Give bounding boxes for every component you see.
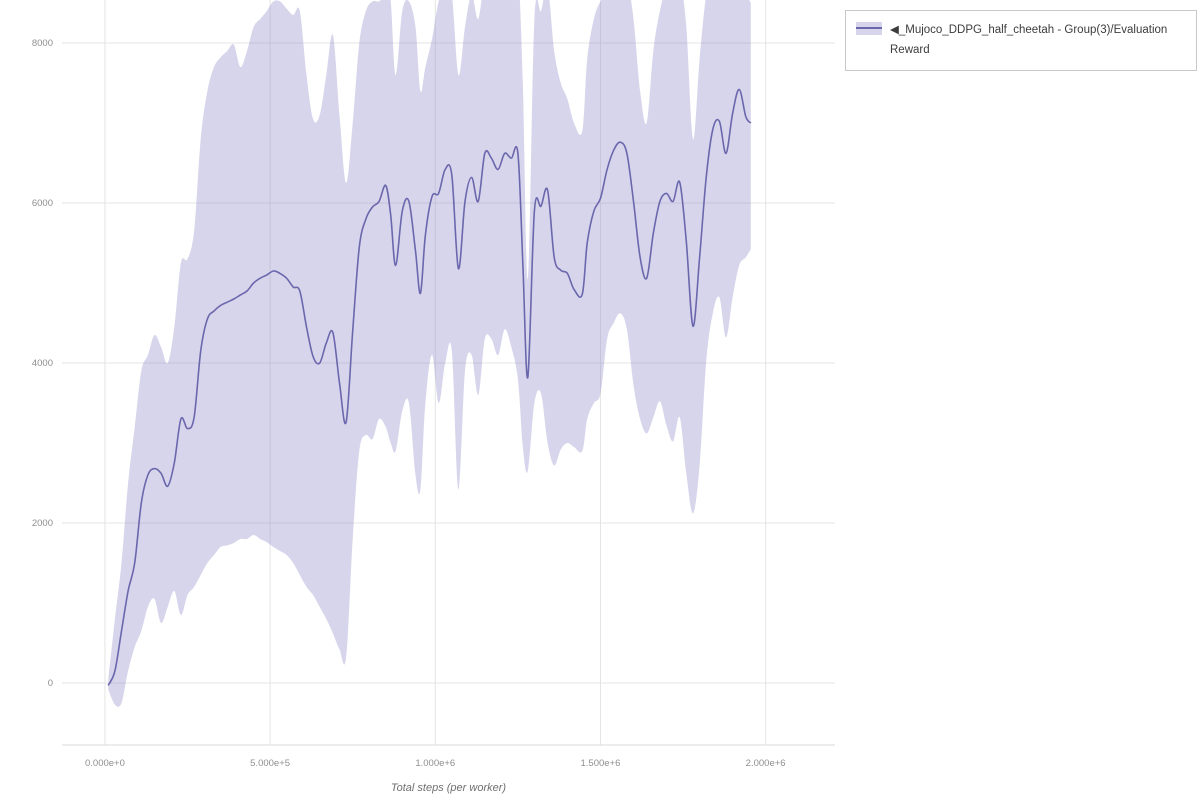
x-tick-label: 1.000e+6 bbox=[415, 758, 455, 769]
x-tick-label: 5.000e+5 bbox=[250, 758, 290, 769]
legend-label: ◀_Mujoco_DDPG_half_cheetah - Group(3)/Ev… bbox=[890, 24, 1168, 57]
y-tick-label: 8000 bbox=[32, 38, 53, 49]
y-tick-label: 0 bbox=[48, 678, 53, 689]
x-axis-label: Total steps (per worker) bbox=[390, 782, 507, 794]
y-tick-label: 2000 bbox=[32, 518, 53, 529]
x-tick-label: 2.000e+6 bbox=[746, 758, 786, 769]
legend-swatch bbox=[856, 22, 882, 35]
legend-swatch-line-icon bbox=[856, 27, 882, 29]
series-line[interactable] bbox=[107, 88, 752, 686]
confidence-band bbox=[108, 0, 751, 707]
plot-area[interactable]: 0.000e+0 5.000e+5 1.000e+6 1.500e+6 2.000e+6… bbox=[0, 0, 850, 780]
legend[interactable]: ◀_Mujoco_DDPG_half_cheetah - Group(3)/Ev… bbox=[845, 10, 1197, 72]
x-tick-label: 1.500e+6 bbox=[581, 758, 621, 769]
y-tick-label: 4000 bbox=[32, 358, 53, 369]
y-tick-label: 6000 bbox=[32, 198, 53, 209]
x-tick-label: 0.000e+0 bbox=[85, 758, 125, 769]
